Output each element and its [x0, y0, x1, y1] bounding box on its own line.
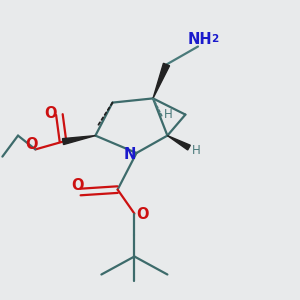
Text: O: O: [26, 137, 38, 152]
Polygon shape: [62, 136, 95, 145]
Text: N: N: [124, 147, 136, 162]
Text: 2: 2: [211, 34, 218, 44]
Text: H: H: [192, 143, 201, 157]
Polygon shape: [167, 136, 190, 150]
Text: O: O: [136, 207, 149, 222]
Text: O: O: [44, 106, 57, 121]
Text: H: H: [164, 108, 173, 121]
Text: NH: NH: [187, 32, 212, 46]
Polygon shape: [153, 63, 169, 98]
Text: O: O: [72, 178, 84, 194]
